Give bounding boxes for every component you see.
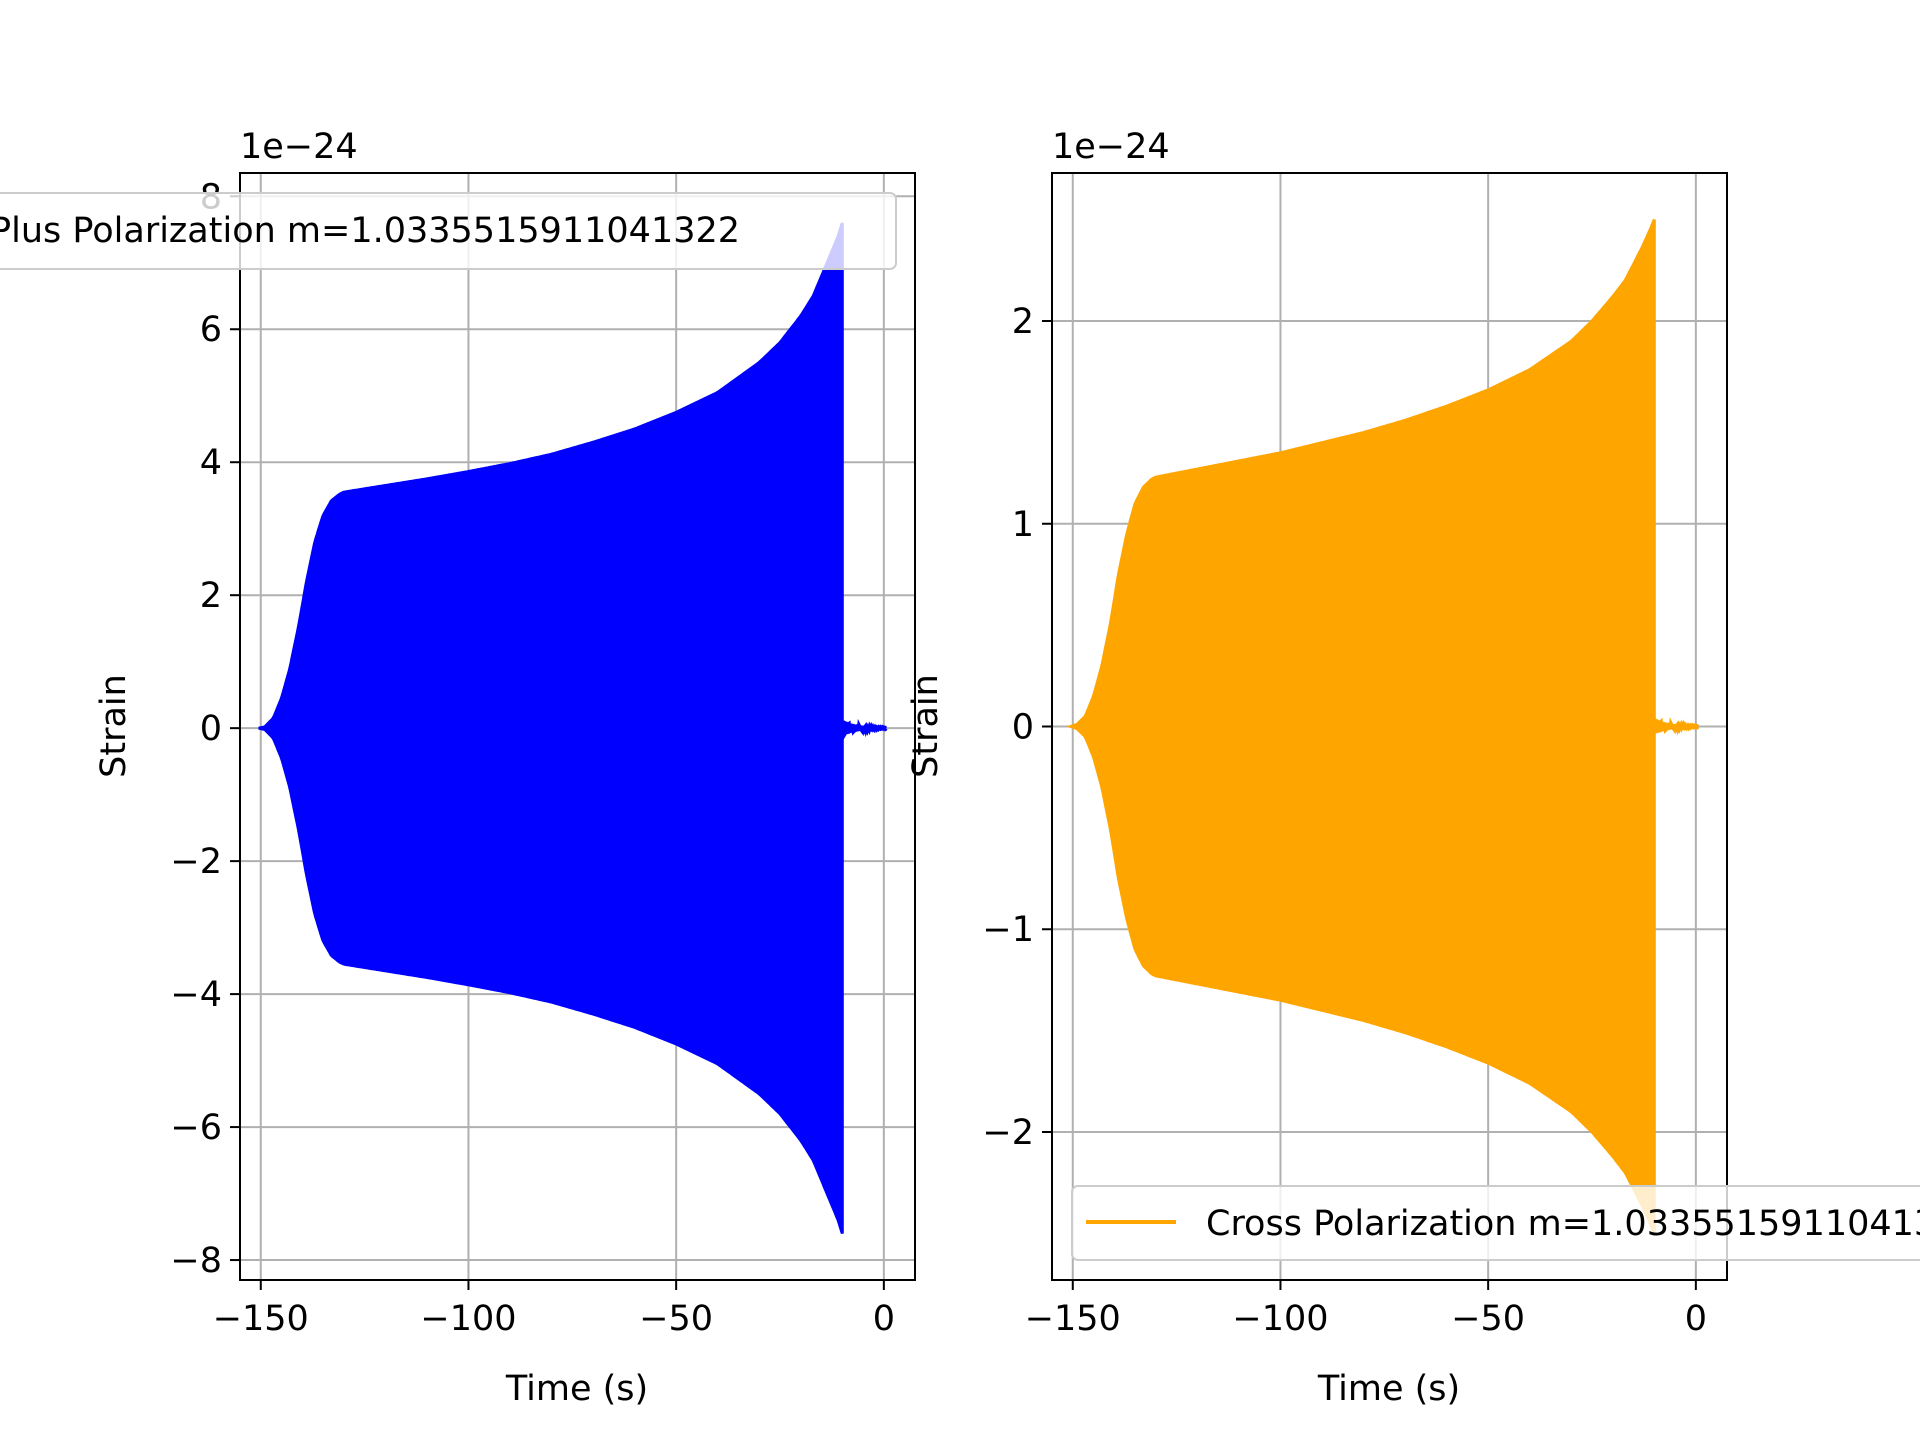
y-tick-label: 2 bbox=[1012, 302, 1034, 342]
x-ticks-cross: −150 −100 −50 0 bbox=[1025, 1280, 1707, 1339]
x-tick-label: −150 bbox=[1025, 1299, 1121, 1339]
x-axis-label-cross: Time (s) bbox=[1317, 1369, 1460, 1409]
x-tick-label: −100 bbox=[420, 1299, 516, 1339]
legend-box-cross bbox=[1071, 1185, 1920, 1261]
plot-cross-polarization: −150 −100 −50 0 −2 −1 0 1 2 1e−24 Time (s) Stra… bbox=[906, 127, 1920, 1409]
y-axis-label-cross: Strain bbox=[906, 674, 946, 778]
x-tick-label: −150 bbox=[213, 1299, 309, 1339]
y-tick-label: 6 bbox=[200, 310, 222, 350]
y-tick-label: 0 bbox=[200, 709, 222, 749]
legend-plus: Plus Polarization m=1.0335515911041322 bbox=[0, 192, 897, 270]
axes-frame-plus bbox=[239, 172, 916, 1281]
y-axis-label-plus: Strain bbox=[94, 674, 134, 778]
x-tick-label: −50 bbox=[639, 1299, 713, 1339]
x-axis-label-plus: Time (s) bbox=[505, 1369, 648, 1409]
y-tick-label: 4 bbox=[200, 443, 222, 483]
y-tick-label: −2 bbox=[170, 842, 222, 882]
series-plus-polarization-ringdown bbox=[840, 718, 888, 741]
y-tick-label: −6 bbox=[170, 1108, 222, 1148]
x-tick-label: 0 bbox=[1685, 1299, 1707, 1339]
y-tick-label: −4 bbox=[170, 975, 222, 1015]
plot-plus-polarization: −150−100−500 −8−6−4−202468 1e−24 Time (s… bbox=[0, 127, 916, 1409]
x-tick-label: −100 bbox=[1232, 1299, 1328, 1339]
offset-text-cross: 1e−24 bbox=[1052, 127, 1170, 167]
y-tick-label: 2 bbox=[200, 576, 222, 616]
legend-label-plus: Plus Polarization m=1.0335515911041322 bbox=[0, 211, 740, 251]
series-cross-polarization-ringdown bbox=[1652, 717, 1700, 736]
x-tick-label: −50 bbox=[1451, 1299, 1525, 1339]
legend-label-cross: Cross Polarization m=1.0335515911041322 bbox=[1206, 1204, 1920, 1244]
y-tick-label: −2 bbox=[982, 1113, 1034, 1153]
y-tick-label: 0 bbox=[1012, 708, 1034, 748]
offset-text-plus: 1e−24 bbox=[240, 127, 358, 167]
y-ticks-plus: −8−6−4−202468 bbox=[170, 177, 240, 1281]
legend-box-plus bbox=[0, 192, 897, 270]
legend-cross: Cross Polarization m=1.0335515911041322 bbox=[1071, 1185, 1920, 1261]
y-tick-label: 1 bbox=[1012, 505, 1034, 545]
y-tick-label: −8 bbox=[170, 1241, 222, 1281]
x-ticks-plus: −150 −100 −50 0 bbox=[213, 1280, 895, 1339]
x-tick-label: 0 bbox=[873, 1299, 895, 1339]
y-ticks-cross: −2 −1 0 1 2 bbox=[982, 302, 1052, 1153]
y-tick-label: −1 bbox=[982, 910, 1034, 950]
